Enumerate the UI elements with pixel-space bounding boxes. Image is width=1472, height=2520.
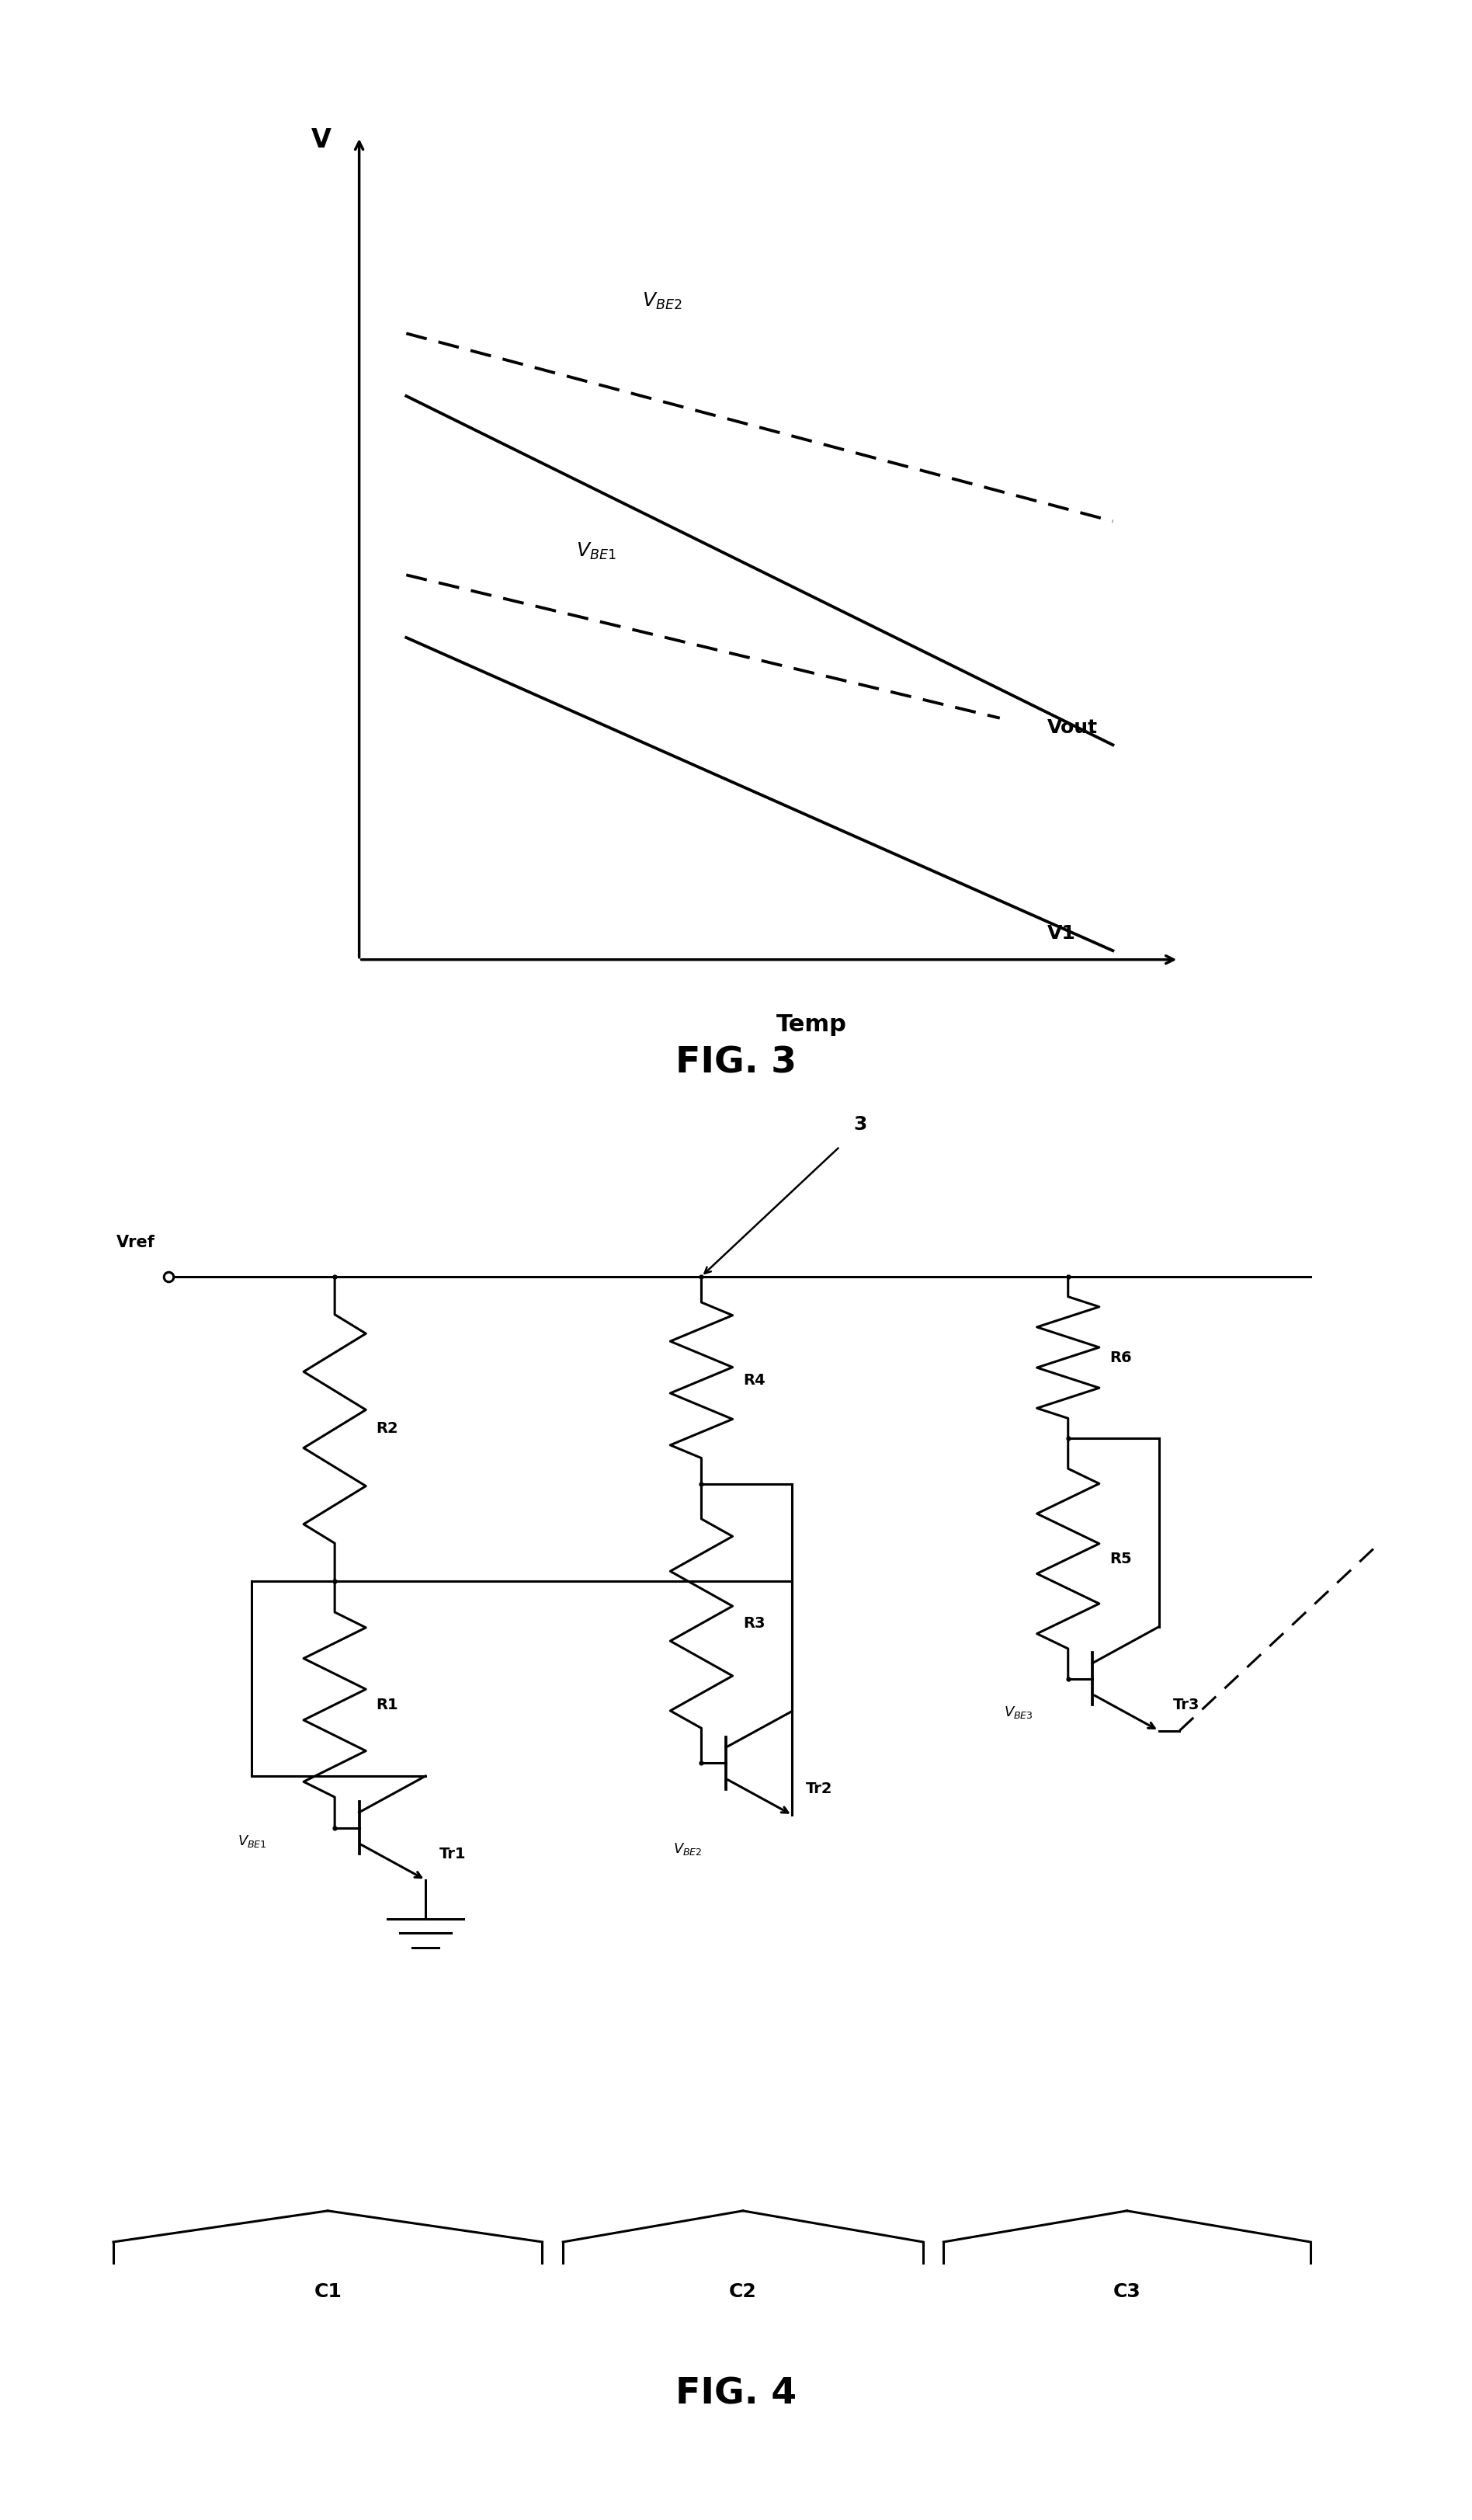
Text: R3: R3 — [743, 1615, 765, 1630]
Text: Temp: Temp — [776, 1013, 846, 1036]
Text: C3: C3 — [1113, 2283, 1141, 2301]
Text: R2: R2 — [377, 1421, 399, 1436]
Text: 3: 3 — [854, 1114, 867, 1134]
Text: $V_{BE1}$: $V_{BE1}$ — [238, 1832, 268, 1850]
Text: C1: C1 — [314, 2283, 342, 2301]
Text: Tr3: Tr3 — [1173, 1698, 1200, 1711]
Text: Vref: Vref — [116, 1235, 155, 1250]
Text: R5: R5 — [1110, 1552, 1132, 1565]
Text: $V_{BE3}$: $V_{BE3}$ — [1004, 1704, 1033, 1721]
Text: $V_{BE2}$: $V_{BE2}$ — [642, 290, 682, 310]
Text: FIG. 3: FIG. 3 — [676, 1046, 796, 1081]
Text: C2: C2 — [729, 2283, 757, 2301]
Text: $V_{BE2}$: $V_{BE2}$ — [673, 1842, 702, 1857]
Text: V: V — [312, 129, 331, 154]
Text: FIG. 4: FIG. 4 — [676, 2376, 796, 2412]
Text: R6: R6 — [1110, 1351, 1132, 1366]
Text: V1: V1 — [1047, 925, 1076, 942]
Text: Tr1: Tr1 — [439, 1847, 467, 1862]
Text: R1: R1 — [377, 1698, 399, 1711]
Text: Tr2: Tr2 — [807, 1782, 833, 1797]
Text: Vout: Vout — [1047, 718, 1098, 736]
Text: R4: R4 — [743, 1373, 765, 1389]
Text: $V_{BE1}$: $V_{BE1}$ — [576, 542, 615, 562]
